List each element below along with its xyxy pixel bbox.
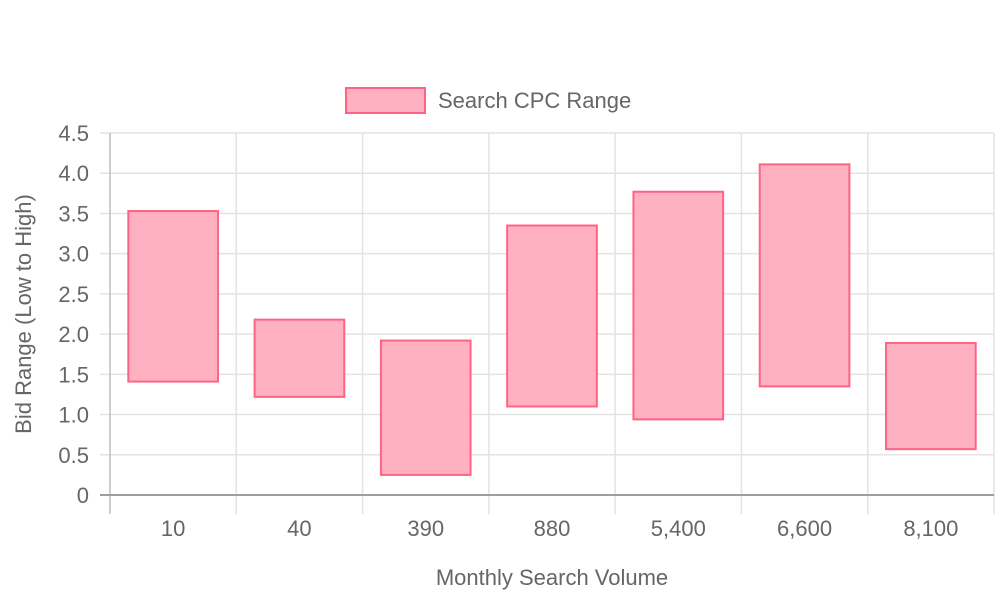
range-bar[interactable] xyxy=(253,318,346,398)
x-tick-label: 6,600 xyxy=(777,516,832,541)
x-tick-label: 40 xyxy=(287,516,311,541)
x-tick-labels: 10 40 390 880 5,400 6,600 8,100 xyxy=(161,516,958,541)
y-tick-label: 3.5 xyxy=(58,201,89,226)
y-tick-label: 4.5 xyxy=(58,121,89,146)
range-bar[interactable] xyxy=(758,163,851,388)
range-bar[interactable] xyxy=(379,339,472,476)
y-tick-label: 3.0 xyxy=(58,242,89,267)
y-tick-label: 0 xyxy=(77,483,89,508)
x-tick-label: 8,100 xyxy=(903,516,958,541)
legend-label: Search CPC Range xyxy=(438,88,631,113)
legend[interactable]: Search CPC Range xyxy=(345,87,631,114)
range-bar[interactable] xyxy=(127,210,219,383)
y-tick-label: 2.5 xyxy=(58,282,89,307)
x-tick-label: 5,400 xyxy=(651,516,706,541)
y-tick-label: 1.0 xyxy=(58,403,89,428)
y-tick-label: 0.5 xyxy=(58,443,89,468)
y-tick-label: 1.5 xyxy=(58,362,89,387)
y-tick-label: 4.0 xyxy=(58,161,89,186)
axes xyxy=(100,133,994,514)
range-bar[interactable] xyxy=(885,341,977,451)
y-axis-title: Bid Range (Low to High) xyxy=(11,194,36,434)
range-bar[interactable] xyxy=(506,224,598,408)
range-bar[interactable] xyxy=(632,190,725,421)
bars xyxy=(127,163,977,476)
x-axis-title: Monthly Search Volume xyxy=(436,565,668,590)
x-tick-label: 390 xyxy=(407,516,444,541)
x-tick-label: 880 xyxy=(534,516,571,541)
y-tick-label: 2.0 xyxy=(58,322,89,347)
legend-swatch xyxy=(345,87,426,114)
y-tick-labels: 0 0.5 1.0 1.5 2.0 2.5 3.0 3.5 4.0 4.5 xyxy=(58,121,89,508)
x-tick-label: 10 xyxy=(161,516,185,541)
